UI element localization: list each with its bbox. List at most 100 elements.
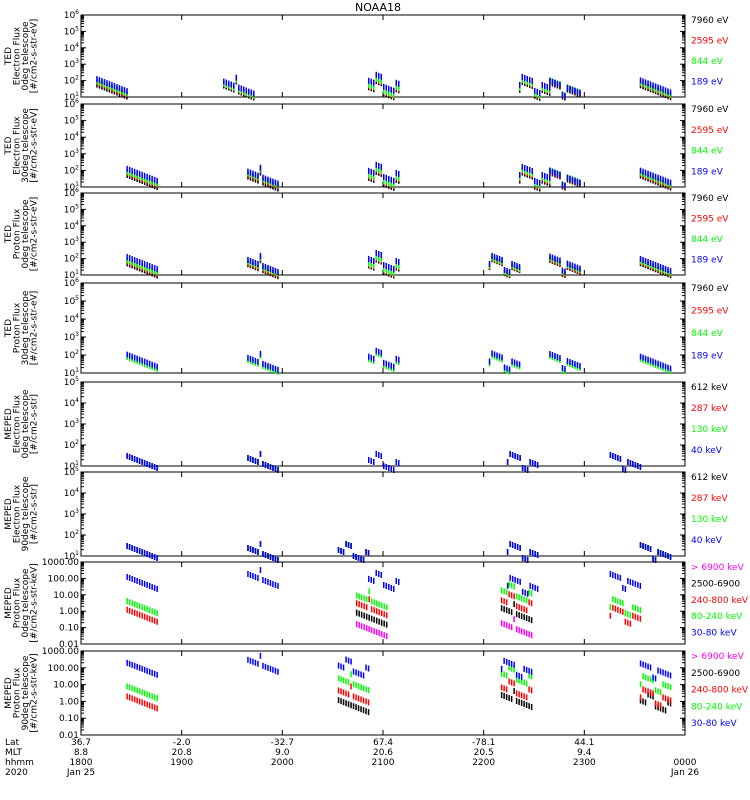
data-point (153, 362, 156, 369)
data-point (571, 176, 574, 183)
data-point (388, 583, 390, 590)
data-point (352, 553, 355, 559)
y-tick-label: 104 (64, 313, 79, 325)
y-tick-label: 100.00 (48, 574, 80, 584)
legend-entry: 189 eV (691, 167, 724, 177)
y-tick-label: 105 (64, 466, 79, 478)
data-point (669, 672, 672, 679)
data-point (360, 623, 363, 630)
data-point (257, 260, 259, 267)
series-189-ev (96, 71, 672, 99)
data-point (509, 541, 511, 547)
data-point (516, 577, 519, 584)
data-point (368, 77, 370, 84)
data-point (153, 694, 156, 701)
data-point (652, 82, 654, 89)
y-axis-label: MEPED (4, 408, 14, 440)
data-point (252, 356, 254, 363)
data-point (133, 601, 136, 608)
data-point (365, 596, 368, 603)
data-point (272, 178, 274, 185)
data-point (393, 270, 395, 277)
data-point (136, 602, 138, 609)
data-point (385, 88, 387, 95)
data-point (528, 631, 530, 638)
data-point (534, 584, 536, 591)
data-point (375, 629, 378, 636)
data-point (514, 576, 516, 583)
data-point (373, 257, 375, 264)
data-point (272, 364, 274, 371)
data-point (350, 683, 352, 690)
data-point (148, 692, 151, 699)
data-point (667, 553, 669, 559)
data-point (383, 87, 385, 94)
data-point (370, 256, 372, 263)
legend-entry: 844 eV (691, 57, 724, 67)
data-point (508, 678, 510, 685)
y-tick-label: 0.10 (59, 624, 79, 634)
data-point (347, 679, 350, 686)
data-point (669, 684, 672, 691)
data-point (151, 361, 153, 368)
data-point (496, 352, 498, 359)
data-point (146, 606, 148, 613)
y-tick-label: 102 (64, 253, 79, 265)
data-point (96, 76, 98, 83)
data-point (375, 71, 377, 78)
data-point (571, 262, 574, 269)
data-point (508, 268, 511, 275)
y-axis-label: 0deg telescope (21, 389, 31, 459)
data-point (340, 548, 342, 554)
data-point (510, 660, 513, 667)
data-point (267, 579, 269, 586)
y-axis-label: [#/cm2-s-str-eV] (30, 108, 40, 183)
data-point (657, 688, 659, 695)
data-point (128, 607, 131, 614)
data-point (500, 670, 503, 677)
data-point (523, 701, 525, 708)
data-point (133, 576, 136, 583)
data-point (642, 256, 644, 263)
data-point (667, 178, 669, 185)
data-point (647, 691, 649, 698)
data-point (667, 699, 669, 706)
data-point (639, 255, 642, 262)
data-point (383, 83, 385, 90)
data-point (141, 357, 143, 364)
legend-entry: 40 keV (691, 536, 723, 546)
data-point (503, 266, 506, 273)
data-point (378, 452, 380, 458)
data-point (254, 171, 257, 178)
data-point (136, 687, 138, 694)
data-point (368, 614, 370, 621)
data-point (259, 567, 262, 574)
data-point (395, 257, 397, 264)
data-point (274, 466, 277, 472)
data-point (133, 546, 136, 552)
y-tick-label: 103 (64, 148, 79, 160)
data-point (337, 662, 340, 669)
data-point (393, 177, 395, 184)
data-point (544, 82, 546, 89)
data-point (153, 176, 156, 183)
legend-entry: 130 keV (691, 425, 728, 435)
data-point (561, 267, 564, 274)
data-point (267, 264, 269, 271)
data-point (249, 572, 252, 579)
data-point (513, 688, 515, 695)
data-point (390, 90, 392, 97)
data-point (141, 604, 143, 611)
data-point (148, 462, 151, 468)
data-point (659, 85, 662, 92)
y-axis-label: MEPED (4, 498, 14, 530)
data-point (368, 353, 370, 360)
data-point (385, 633, 388, 640)
data-point (375, 75, 377, 82)
data-point (534, 87, 536, 94)
data-point (128, 684, 131, 691)
x-tick-label: 1800 (70, 758, 93, 768)
data-point (264, 361, 267, 368)
data-point (508, 581, 510, 588)
data-point (262, 262, 264, 269)
